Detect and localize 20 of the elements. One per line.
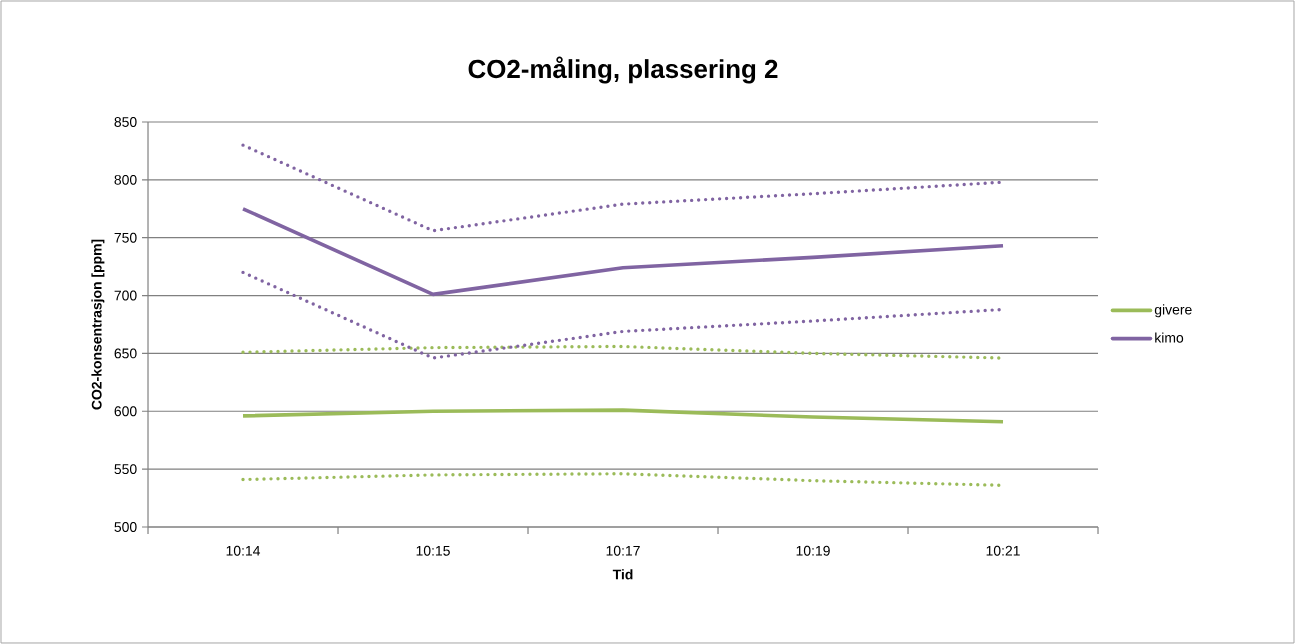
x-tick-label: 10:21 [986,545,1020,556]
x-axis-title: Tid [612,569,633,580]
y-tick-label: 850 [114,117,137,127]
x-tick-label: 10:15 [416,545,450,556]
line-series [241,408,1005,424]
y-tick-label: 750 [114,232,137,243]
y-tick-label: 650 [114,348,137,359]
line-series [241,206,1005,297]
y-tick-label: 600 [114,406,137,417]
x-tick-label: 10:14 [226,545,261,556]
y-tick-label: 500 [114,522,137,532]
x-tick-label: 10:17 [606,545,640,556]
x-tick-label: 10:19 [796,545,830,556]
legend-label: kimo [1155,332,1184,343]
y-axis-title: CO2-konsentrasjon [ppm] [91,239,105,410]
chart-title: CO2-måling, plassering 2 [468,56,778,84]
y-tick-label: 550 [114,464,137,475]
legend-label: givere [1154,304,1192,318]
y-tick-label: 800 [114,174,137,185]
y-tick-label: 700 [114,290,137,301]
